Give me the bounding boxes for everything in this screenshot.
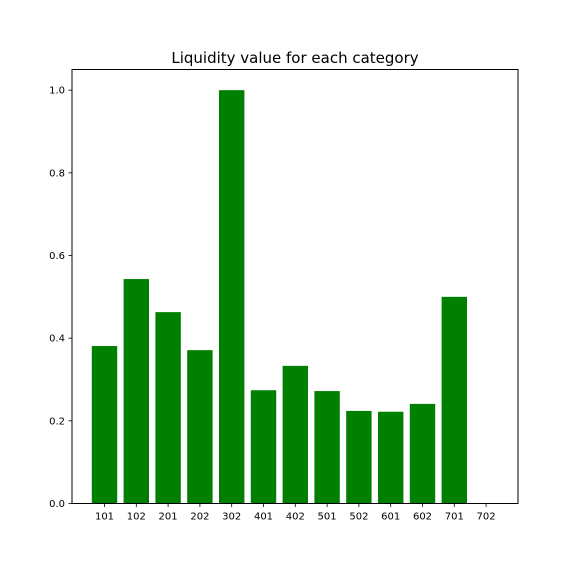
- x-tick-label: 502: [349, 512, 368, 523]
- plot-frame: [71, 69, 519, 504]
- bar-601: [378, 411, 404, 504]
- bar-602: [409, 403, 436, 504]
- bar-101: [91, 346, 118, 504]
- bar-501: [314, 391, 340, 504]
- y-tick-label: 0.4: [49, 334, 65, 345]
- y-tick-label: 0.8: [49, 168, 65, 179]
- x-tick-label: 102: [127, 512, 146, 523]
- bars-group: [91, 90, 467, 504]
- bar-302: [219, 90, 245, 504]
- y-axis: 0.0 0.2 0.4 0.6 0.8 1.0: [49, 86, 72, 510]
- x-tick-label: 702: [477, 512, 496, 523]
- x-tick-label: 501: [318, 512, 337, 523]
- bar-402: [282, 365, 308, 504]
- x-axis: 101 102 201 202 302 401 402 501 502 601 602 701 702: [95, 503, 496, 523]
- y-tick-label: 0.2: [49, 416, 65, 427]
- bar-202: [187, 350, 213, 504]
- y-tick-label: 1.0: [49, 86, 65, 97]
- x-tick-label: 302: [222, 512, 241, 523]
- y-tick-label: 0.6: [49, 251, 65, 262]
- x-tick-label: 601: [381, 512, 400, 523]
- bar-701: [441, 296, 467, 504]
- bar-201: [155, 312, 181, 504]
- x-tick-label: 201: [159, 512, 178, 523]
- y-tick-label: 0.0: [49, 499, 65, 510]
- bar-502: [346, 410, 372, 504]
- x-tick-label: 401: [254, 512, 273, 523]
- chart-title: Liquidity value for each category: [171, 49, 418, 67]
- x-tick-label: 701: [445, 512, 464, 523]
- x-tick-label: 602: [413, 512, 432, 523]
- x-tick-label: 202: [190, 512, 209, 523]
- x-tick-label: 402: [286, 512, 305, 523]
- x-tick-label: 101: [95, 512, 114, 523]
- bar-102: [123, 279, 149, 504]
- bar-401: [250, 390, 277, 504]
